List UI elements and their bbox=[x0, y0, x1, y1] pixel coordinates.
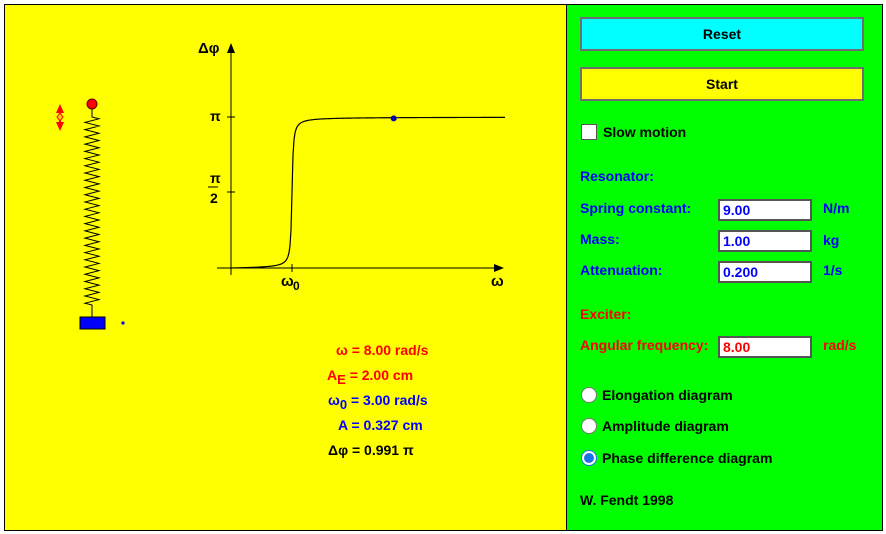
angular-frequency-unit: rad/s bbox=[823, 337, 857, 353]
spring-constant-input[interactable] bbox=[718, 199, 812, 221]
readout-dphi-symbol: Δφ bbox=[328, 442, 349, 458]
simulation-canvas: Δφ ω π π 2 ω 0 ω = 8.00 rad/s AE = 2.00 … bbox=[4, 4, 567, 531]
readout-ae: AE = 2.00 cm bbox=[327, 367, 413, 387]
tick-label-omega0-sub: 0 bbox=[293, 279, 300, 293]
phase-difference-radio[interactable] bbox=[581, 450, 597, 466]
slow-motion-checkbox[interactable] bbox=[581, 124, 597, 140]
attenuation-input[interactable] bbox=[718, 261, 812, 283]
readout-ae-subscript: E bbox=[337, 371, 346, 387]
phase-difference-radio-label: Phase difference diagram bbox=[602, 450, 773, 466]
tick-label-pi: π bbox=[210, 108, 221, 124]
mass-label: Mass: bbox=[580, 231, 620, 247]
mass-marker-dot bbox=[121, 321, 125, 325]
mass-unit: kg bbox=[823, 232, 840, 248]
readout-ae-value: = 2.00 cm bbox=[349, 367, 414, 383]
start-button[interactable]: Start bbox=[580, 67, 864, 101]
credit-text: W. Fendt 1998 bbox=[580, 492, 674, 508]
x-axis-arrow bbox=[494, 264, 504, 272]
spring bbox=[83, 109, 101, 317]
y-axis-label: Δφ bbox=[198, 40, 220, 57]
tick-label-half-den: 2 bbox=[210, 190, 218, 206]
elongation-radio[interactable] bbox=[581, 387, 597, 403]
phase-diagram: Δφ ω π π 2 ω 0 bbox=[198, 40, 505, 293]
readout-omega: ω = 8.00 rad/s bbox=[336, 342, 428, 358]
readout-omega0: ω0 = 3.00 rad/s bbox=[328, 392, 428, 412]
phase-curve bbox=[230, 116, 505, 269]
spring-constant-label: Spring constant: bbox=[580, 200, 692, 216]
readout-ae-symbol: A bbox=[327, 367, 338, 383]
attenuation-unit: 1/s bbox=[823, 262, 843, 278]
elongation-radio-label: Elongation diagram bbox=[602, 387, 733, 403]
readout-omega-symbol: ω bbox=[336, 342, 348, 358]
resonator-heading: Resonator: bbox=[580, 168, 654, 184]
exciter-heading: Exciter: bbox=[580, 306, 632, 322]
mass-input[interactable] bbox=[718, 230, 812, 252]
amplitude-radio-label: Amplitude diagram bbox=[602, 418, 729, 434]
readout-omega0-subscript: 0 bbox=[339, 396, 348, 412]
current-phase-point bbox=[390, 115, 397, 122]
slow-motion-label: Slow motion bbox=[603, 124, 687, 140]
readout-dphi-value: = 0.991 π bbox=[351, 442, 414, 458]
readout-dphi: Δφ = 0.991 π bbox=[328, 442, 414, 458]
tick-label-half-num: π bbox=[210, 170, 221, 186]
readout-a-symbol: A bbox=[338, 417, 348, 433]
tick-label-omega0: ω bbox=[281, 273, 294, 290]
angular-frequency-label: Angular frequency: bbox=[580, 337, 709, 353]
y-axis-arrow bbox=[227, 43, 235, 53]
reset-button[interactable]: Reset bbox=[580, 17, 864, 51]
spring-constant-unit: N/m bbox=[823, 200, 850, 216]
simulation-svg: Δφ ω π π 2 ω 0 bbox=[56, 40, 505, 330]
attenuation-label: Attenuation: bbox=[580, 262, 663, 278]
control-panel: Reset Start Slow motion Resonator: Sprin… bbox=[566, 4, 883, 531]
readout-omega-value: = 8.00 rad/s bbox=[351, 342, 429, 358]
readout-omega0-value: = 3.00 rad/s bbox=[350, 392, 428, 408]
angular-frequency-input[interactable] bbox=[718, 336, 812, 358]
amplitude-radio[interactable] bbox=[581, 418, 597, 434]
exciter-arrow-icon[interactable] bbox=[56, 104, 64, 131]
mass-block bbox=[79, 316, 106, 330]
readout-a: A = 0.327 cm bbox=[338, 417, 423, 433]
exciter-ball bbox=[86, 98, 98, 110]
readout-a-value: = 0.327 cm bbox=[351, 417, 423, 433]
x-axis-label: ω bbox=[491, 273, 504, 290]
readout-omega0-symbol: ω bbox=[328, 392, 340, 408]
